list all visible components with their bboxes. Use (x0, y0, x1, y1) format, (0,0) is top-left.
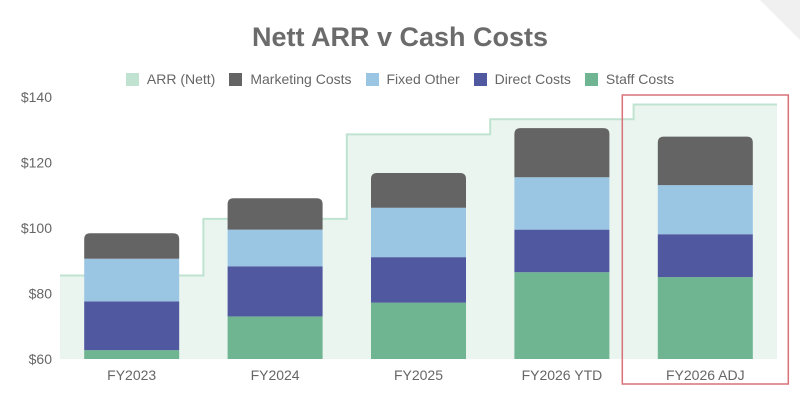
legend: ARR (Nett) Marketing Costs Fixed Other Dire… (0, 71, 800, 87)
y-tick-label: $100 (21, 220, 52, 236)
legend-item[interactable]: Direct Costs (473, 71, 571, 87)
legend-swatch (365, 72, 379, 86)
y-tick-label: $140 (21, 89, 52, 105)
bar-segment-staff-costs (514, 272, 610, 359)
bar-segment-staff-costs (84, 350, 180, 359)
legend-item[interactable]: Marketing Costs (229, 71, 352, 87)
bar-segment-fixed-other (514, 177, 610, 230)
bar-segment-direct-costs (227, 266, 323, 317)
x-tick-label: FY2023 (107, 367, 156, 383)
arr-step-line (60, 103, 777, 277)
bar-segment-fixed-other (371, 207, 466, 258)
legend-label: Marketing Costs (250, 71, 352, 87)
bar-segment-staff-costs (227, 316, 323, 359)
highlight-box (621, 94, 790, 385)
legend-label: ARR (Nett) (146, 71, 216, 87)
chart-title: Nett ARR v Cash Costs (251, 22, 549, 52)
bar-segment-fixed-other (84, 258, 180, 302)
y-tick-label: $120 (21, 155, 52, 171)
bar-segment-marketing-costs (227, 198, 323, 230)
legend-label: Staff Costs (605, 71, 675, 87)
bar-segment-staff-costs (371, 302, 466, 359)
bar-segment-marketing-costs (514, 128, 610, 178)
x-tick-label: FY2025 (394, 367, 443, 383)
x-tick-label: FY2024 (251, 367, 300, 383)
bar-segment-direct-costs (657, 234, 753, 278)
bar-segment-direct-costs (514, 229, 610, 273)
legend-swatch (125, 72, 139, 86)
legend-label: Fixed Other (386, 71, 460, 87)
corner-decoration (760, 0, 800, 40)
y-tick-label: $80 (29, 286, 53, 302)
x-tick-label: FY2026 ADJ (666, 367, 745, 383)
legend-item[interactable]: Fixed Other (365, 71, 460, 87)
x-tick-label: FY2026 YTD (522, 367, 603, 383)
bar-segment-fixed-other (657, 185, 753, 235)
legend-item[interactable]: ARR (Nett) (125, 71, 216, 87)
legend-swatch (229, 72, 243, 86)
y-tick-label: $60 (29, 351, 53, 367)
legend-swatch (473, 72, 487, 86)
bar-segment-marketing-costs (657, 136, 753, 186)
bar-segment-marketing-costs (84, 233, 180, 259)
bar-segment-fixed-other (227, 229, 323, 267)
legend-label: Direct Costs (494, 71, 571, 87)
legend-item[interactable]: Staff Costs (584, 71, 675, 87)
bar-segment-marketing-costs (371, 172, 466, 208)
bar-segment-direct-costs (371, 257, 466, 303)
bar-segment-direct-costs (84, 301, 180, 351)
bar-segment-staff-costs (657, 277, 753, 359)
legend-swatch (584, 72, 598, 86)
